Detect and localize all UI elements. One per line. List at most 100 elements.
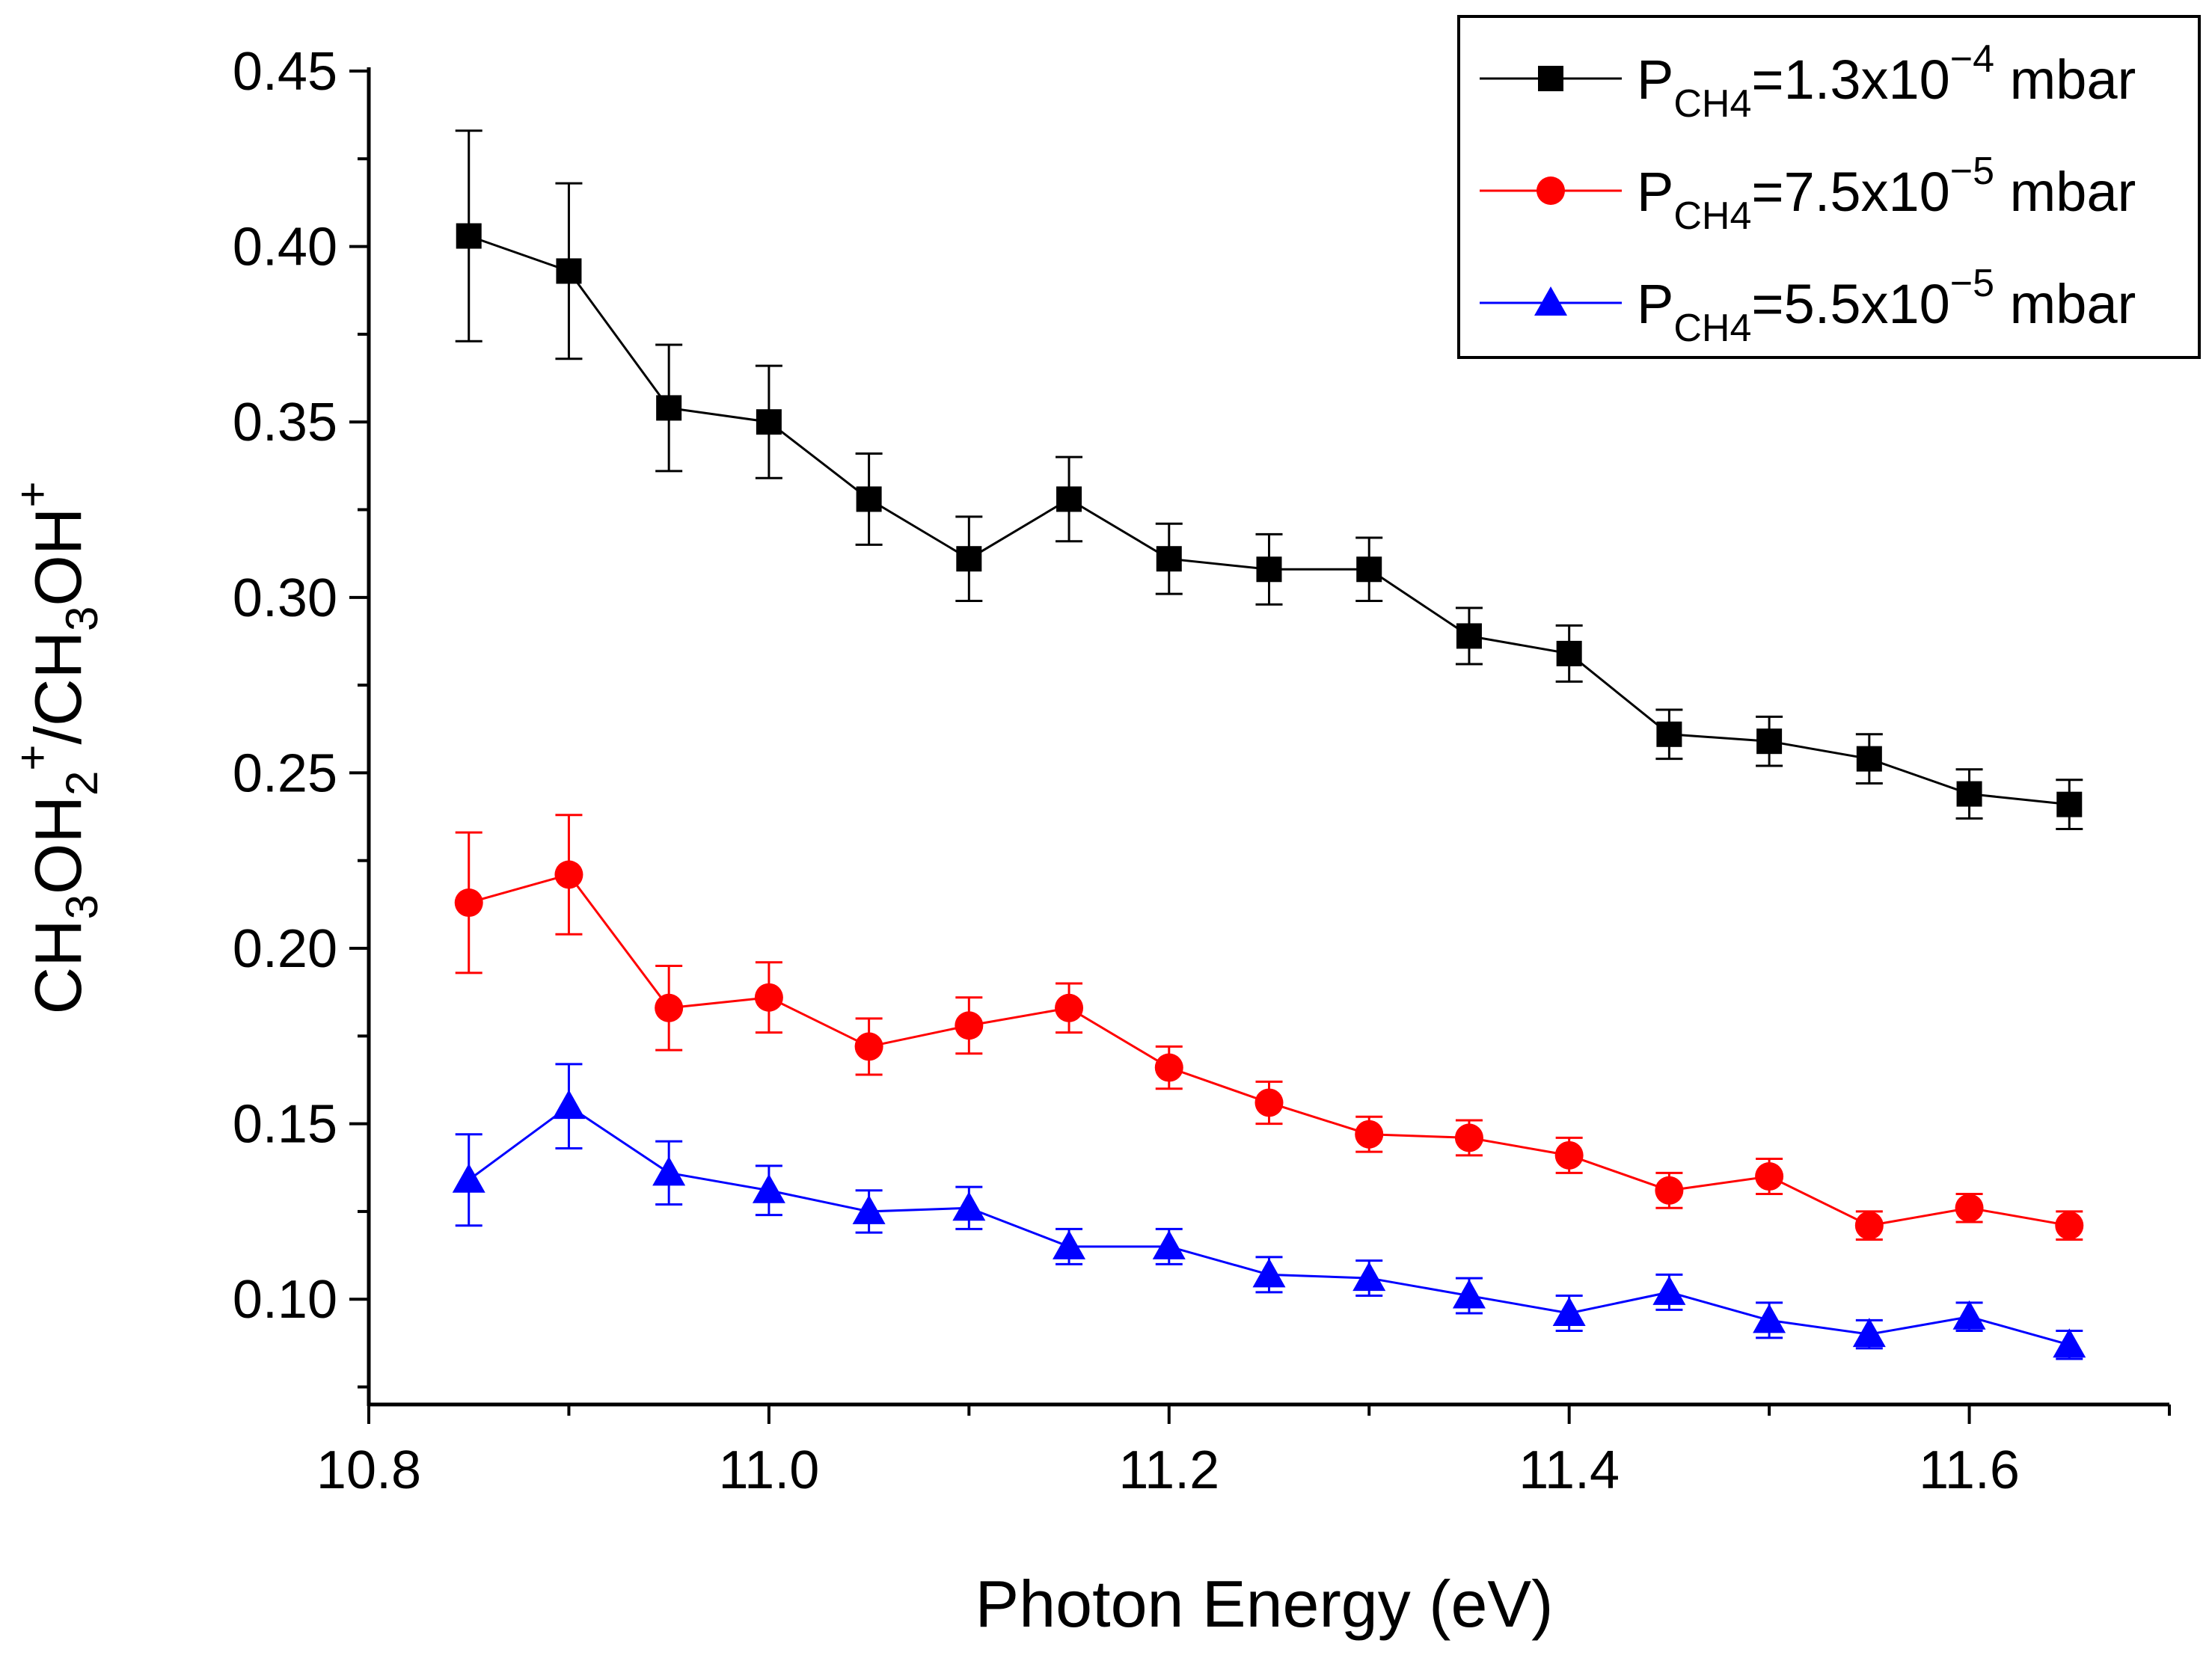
- y-axis-title-part: OH: [21, 796, 95, 894]
- y-axis-title-part: 3: [57, 607, 107, 631]
- x-axis: 10.8 11.0 11.2 11.4 11.6: [316, 1402, 2171, 1500]
- data-point: [1053, 1229, 1086, 1259]
- data-point: [1454, 1123, 1483, 1152]
- data-point: [1256, 556, 1282, 583]
- y-axis-title-part: /CH: [21, 631, 95, 745]
- data-point: [1154, 1053, 1183, 1082]
- data-point: [656, 395, 682, 421]
- legend-label-part: P: [1637, 49, 1673, 111]
- x-tick-label: 11.4: [1519, 1440, 1620, 1500]
- y-axis-title-part: CH: [21, 919, 95, 1014]
- legend-label-part: =5.5x10: [1751, 273, 1949, 335]
- legend-label: PCH4=5.5x10−5 mbar: [1637, 262, 2136, 350]
- y-tick-label: 0.20: [233, 919, 337, 979]
- data-point: [556, 258, 582, 284]
- y-axis-title-part: 2: [57, 771, 107, 796]
- legend-item: PCH4=1.3x10−4 mbar: [1480, 37, 2136, 126]
- legend-marker: [1538, 66, 1563, 91]
- data-point: [1055, 993, 1084, 1022]
- legend-label-part: mbar: [1994, 273, 2136, 335]
- data-point: [1452, 1279, 1486, 1309]
- data-point: [2053, 1328, 2086, 1358]
- data-point: [1753, 1304, 1786, 1333]
- data-point: [1254, 1088, 1284, 1117]
- data-point: [856, 486, 882, 512]
- legend-item: PCH4=7.5x10−5 mbar: [1480, 150, 2136, 238]
- data-point: [754, 983, 783, 1012]
- y-axis-title-part: OH: [21, 508, 95, 607]
- legend-label-part: =1.3x10: [1751, 49, 1949, 111]
- legend-marker: [1537, 176, 1565, 205]
- legend-label-part: mbar: [1994, 49, 2136, 111]
- legend-label-part: P: [1637, 161, 1673, 223]
- x-tick-label: 10.8: [316, 1440, 421, 1500]
- legend-box: [1457, 15, 2201, 359]
- data-point: [1056, 486, 1082, 512]
- series-3: [452, 1063, 2086, 1360]
- data-point: [454, 888, 483, 918]
- data-point: [1156, 546, 1182, 572]
- legend-marker: [1534, 286, 1567, 316]
- data-point: [1856, 746, 1882, 772]
- y-tick-label: 0.45: [233, 42, 337, 102]
- data-point: [1252, 1258, 1286, 1288]
- data-point: [655, 993, 684, 1022]
- plot-area: [452, 129, 2086, 1360]
- data-point: [1556, 640, 1582, 666]
- y-axis-title-part: 3: [57, 894, 107, 919]
- data-point: [1152, 1229, 1186, 1259]
- data-point: [1852, 1318, 1886, 1348]
- legend-label-part: −5: [1950, 262, 1994, 305]
- data-point: [854, 1032, 883, 1061]
- y-tick-label: 0.15: [233, 1095, 337, 1155]
- data-point: [456, 223, 482, 249]
- x-tick-label: 11.2: [1118, 1440, 1219, 1500]
- data-point: [1352, 1262, 1386, 1292]
- data-point: [1356, 556, 1382, 583]
- data-point: [1552, 1297, 1586, 1327]
- data-point: [955, 1011, 984, 1040]
- y-axis: 0.10 0.15 0.20 0.25 0.30 0.35 0.40 0.45: [233, 42, 371, 1406]
- data-point: [554, 860, 583, 889]
- legend-label-part: −4: [1950, 37, 1994, 81]
- x-axis-title: Photon Energy (eV): [975, 1567, 1554, 1641]
- data-point: [1854, 1211, 1884, 1240]
- y-axis-title-part: +: [7, 482, 58, 508]
- series-2: [454, 814, 2084, 1241]
- series-line: [468, 873, 2070, 1227]
- data-point: [752, 1173, 785, 1203]
- data-point: [956, 546, 982, 572]
- data-point: [1456, 623, 1482, 649]
- data-point: [1355, 1120, 1384, 1149]
- data-point: [1956, 781, 1982, 807]
- legend-item: PCH4=5.5x10−5 mbar: [1480, 262, 2136, 350]
- series-1: [455, 129, 2083, 830]
- legend-label-part: P: [1637, 273, 1673, 335]
- data-point: [452, 1163, 485, 1193]
- y-tick-label: 0.10: [233, 1270, 337, 1330]
- data-point: [756, 409, 782, 435]
- data-point: [2055, 1211, 2084, 1240]
- data-point: [1755, 1162, 1784, 1191]
- y-axis-title: CH3OH2+/CH3OH+: [7, 482, 107, 1015]
- y-tick-label: 0.25: [233, 743, 337, 803]
- data-point: [652, 1156, 686, 1186]
- legend-label-part: −5: [1950, 150, 1994, 193]
- legend-label-part: mbar: [1994, 161, 2136, 223]
- data-point: [1952, 1300, 1986, 1330]
- series-line: [468, 1105, 2070, 1346]
- legend-label-part: =7.5x10: [1751, 161, 1949, 223]
- data-point: [852, 1194, 886, 1224]
- data-point: [952, 1191, 986, 1221]
- data-point: [1655, 1176, 1684, 1205]
- y-tick-label: 0.30: [233, 568, 337, 628]
- legend-label: PCH4=7.5x10−5 mbar: [1637, 150, 2136, 238]
- legend-label-part: CH4: [1673, 307, 1751, 350]
- data-point: [552, 1090, 586, 1120]
- y-axis-title-part: +: [7, 745, 58, 771]
- data-point: [1656, 721, 1682, 747]
- x-tick-label: 11.6: [1919, 1440, 2020, 1500]
- data-point: [1955, 1194, 1984, 1223]
